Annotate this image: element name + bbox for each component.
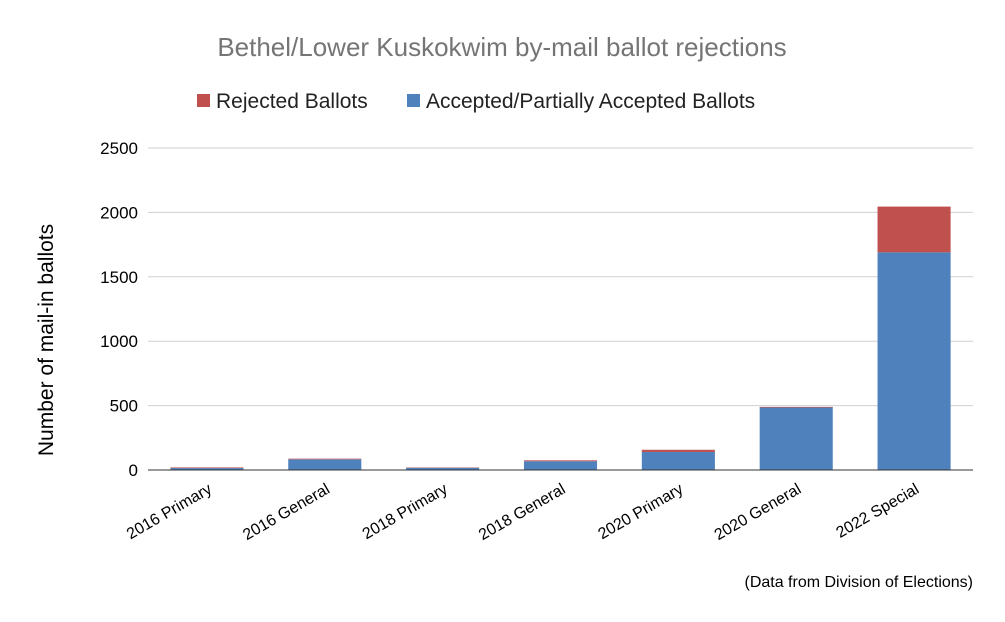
bar-segment: [406, 467, 480, 470]
x-tick-label: 2022 Special: [833, 481, 922, 542]
y-tick-label: 1000: [100, 332, 138, 351]
x-tick-label: 2016 General: [240, 481, 332, 544]
x-tick-label: 2020 General: [712, 481, 804, 544]
bar-segment: [170, 467, 244, 469]
y-axis-title: Number of mail-in ballots: [35, 224, 58, 456]
x-tick-label: 2018 General: [476, 481, 568, 544]
bar-segment: [759, 406, 833, 408]
bar-segment: [523, 460, 598, 462]
source-note: (Data from Division of Elections): [744, 574, 973, 591]
bar-segment: [641, 449, 715, 452]
x-tick-label: 2016 Primary: [124, 481, 215, 543]
bars: [170, 206, 951, 470]
x-tick-label: 2020 Primary: [595, 481, 686, 543]
bar-segment: [877, 252, 951, 470]
bar-segment: [170, 468, 244, 470]
y-tick-label: 1500: [100, 268, 138, 287]
y-tick-label: 0: [129, 461, 138, 480]
y-tick-label: 2000: [100, 203, 138, 222]
x-axis-ticks: 2016 Primary 2016 General 2018 Primary 2018…: [124, 481, 922, 544]
bar-segment: [288, 459, 362, 470]
legend-swatch-rejected: [197, 94, 210, 107]
x-tick-label: 2018 Primary: [360, 481, 451, 543]
y-axis-ticks: 0 500 1000 1500 2000 2500: [100, 139, 138, 480]
legend-label-rejected: Rejected Ballots: [216, 90, 368, 113]
bar-segment: [641, 451, 715, 470]
legend-label-accepted: Accepted/Partially Accepted Ballots: [426, 90, 755, 113]
chart-title: Bethel/Lower Kuskokwim by-mail ballot re…: [217, 32, 786, 62]
legend-swatch-accepted: [407, 94, 420, 107]
y-tick-label: 2500: [100, 139, 138, 158]
gridlines: [148, 147, 973, 407]
bar-segment: [877, 206, 951, 253]
bar-segment: [759, 407, 833, 470]
y-tick-label: 500: [110, 397, 138, 416]
bar-segment: [523, 461, 598, 470]
bar-segment: [288, 458, 362, 460]
chart-legend: Rejected Ballots Accepted/Partially Acce…: [197, 90, 755, 113]
